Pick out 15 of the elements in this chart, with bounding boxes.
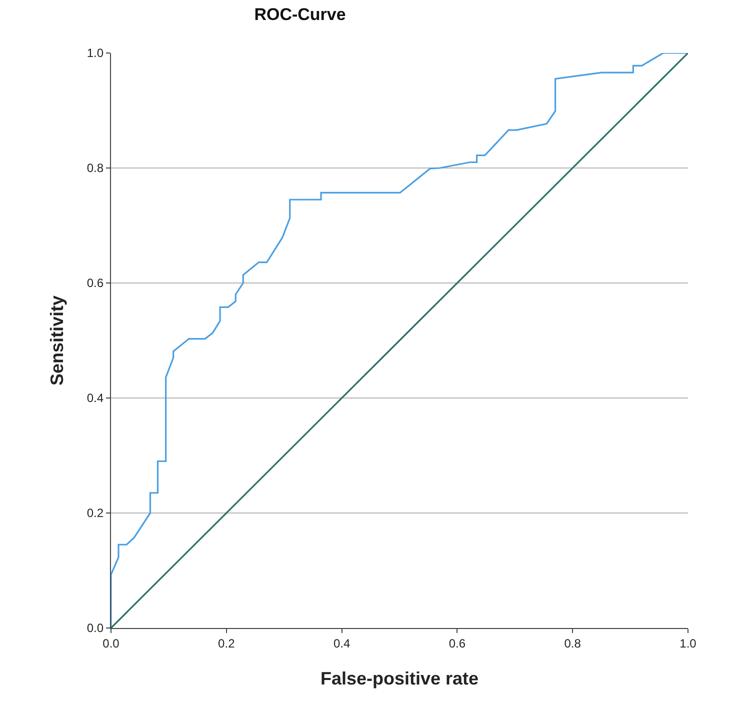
x-tick-label: 1.0	[680, 636, 697, 650]
y-tick-label: 1.0	[86, 46, 104, 60]
y-tick-label: 0.0	[86, 621, 104, 636]
x-tick-label: 0.0	[102, 636, 120, 650]
y-tick-label: 0.6	[86, 276, 104, 290]
y-tick-label: 0.8	[86, 161, 104, 176]
x-tick-label: 0.4	[333, 636, 350, 650]
x-axis-title: False-positive rate	[320, 668, 479, 689]
y-tick-label: 0.4	[86, 391, 104, 406]
x-tick-label: 0.8	[564, 636, 582, 650]
x-tick-label: 0.6	[448, 636, 466, 650]
x-tick-label: 0.2	[218, 636, 236, 650]
y-tick-label: 0.2	[86, 506, 104, 520]
y-axis-title: Sensitivity	[47, 295, 68, 386]
chart-title: ROC-Curve	[254, 4, 346, 24]
